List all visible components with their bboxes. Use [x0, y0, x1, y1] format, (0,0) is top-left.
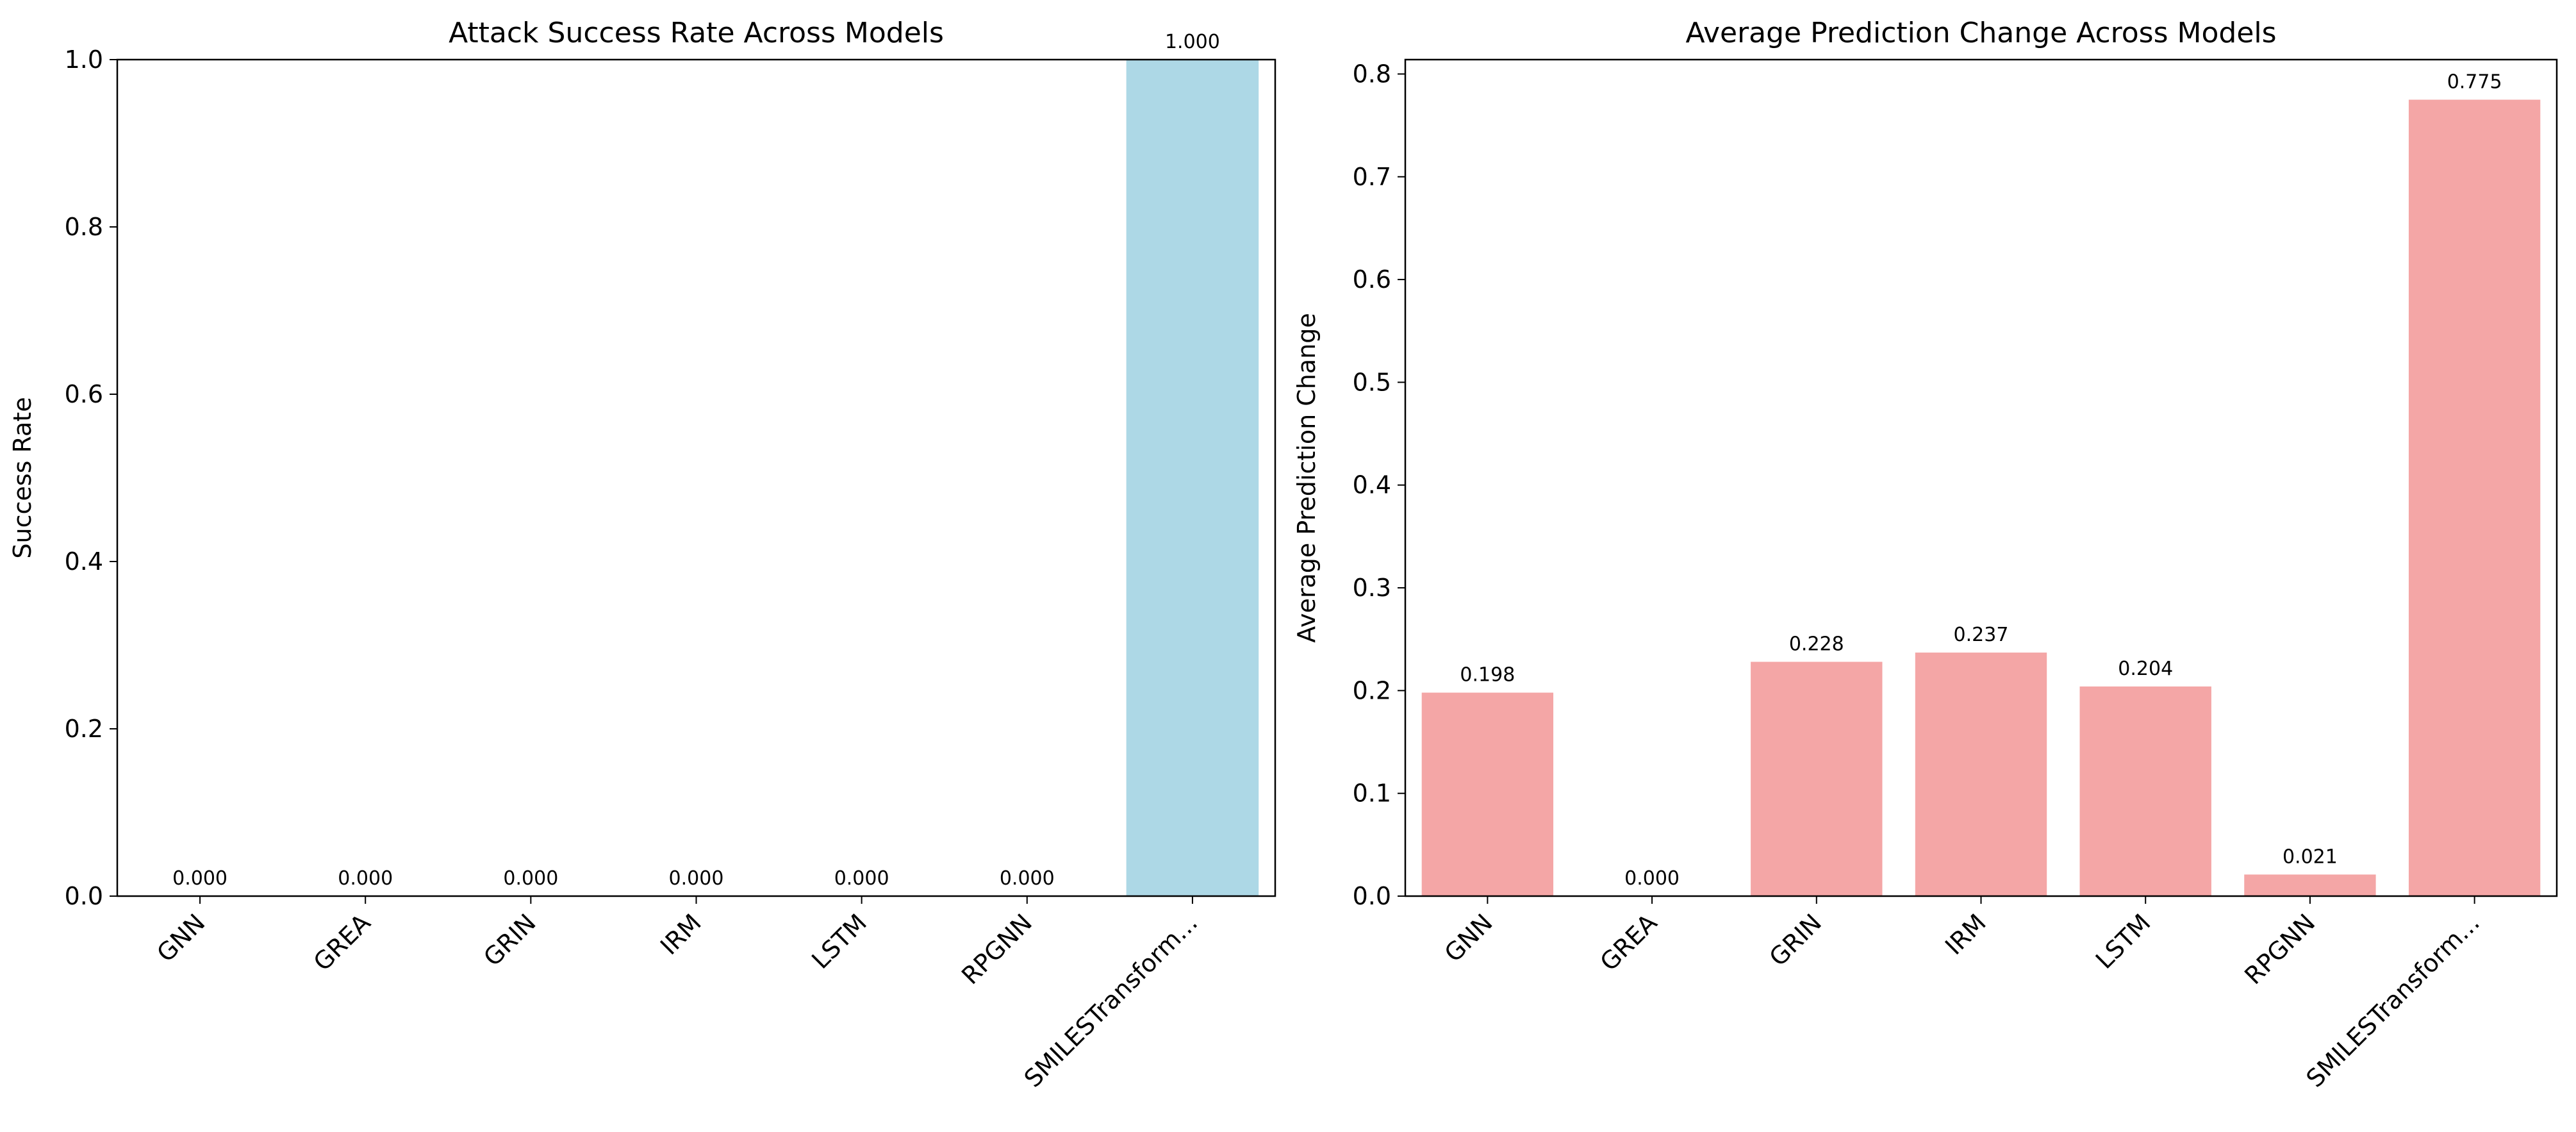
y-tick-label: 0.1: [1353, 779, 1391, 808]
y-tick-label: 0.5: [1353, 368, 1391, 396]
bar-value-label: 0.021: [2283, 845, 2338, 868]
bar-value-label: 0.000: [1000, 867, 1055, 890]
bar-value-label: 0.237: [1954, 624, 2009, 646]
prediction-change-chart: 0.198 GNN 0.000 GREA 0.228 GRIN 0.237 IRM 0.204 L…: [1292, 17, 2558, 1093]
y-tick-label: 0.4: [1353, 471, 1391, 499]
bar-value-label: 1.000: [1165, 31, 1220, 53]
y-axis-label: Success Rate: [8, 397, 37, 558]
x-tick-label: GREA: [308, 908, 376, 976]
y-tick-label: 0.2: [65, 715, 103, 743]
x-tick-label: RPGNN: [2239, 908, 2320, 990]
bar-value-label: 0.000: [172, 867, 227, 890]
x-tick-label: GNN: [1439, 908, 1498, 967]
bar-value-label: 0.000: [834, 867, 889, 890]
y-tick-label: 0.7: [1353, 163, 1391, 191]
success-rate-chart: 0.000 GNN 0.000 GREA 0.000 GRIN 0.000 IRM 0.000 L…: [8, 17, 1276, 1093]
plot-frame: [116, 58, 1276, 897]
y-tick-label: 0.2: [1353, 676, 1391, 704]
x-tick-label: LSTM: [2090, 908, 2156, 974]
x-tick-label: RPGNN: [956, 908, 1037, 990]
x-tick-label: LSTM: [806, 908, 872, 974]
bar-value-label: 0.000: [503, 867, 558, 890]
chart-title: Attack Success Rate Across Models: [449, 17, 944, 49]
x-tick-label: GREA: [1594, 908, 1662, 976]
x-tick-label: SMILESTransform...: [2300, 908, 2485, 1093]
x-tick-label: IRM: [655, 908, 707, 960]
bar-value-label: 0.198: [1460, 664, 1515, 687]
bar-value-label: 0.000: [669, 867, 724, 890]
y-tick-label: 0.0: [1353, 882, 1391, 910]
bar: [1751, 662, 1883, 896]
x-tick-label: GRIN: [1764, 908, 1828, 972]
bar-value-label: 0.000: [1624, 867, 1680, 890]
chart-title: Average Prediction Change Across Models: [1685, 17, 2276, 49]
y-tick-label: 0.8: [1353, 60, 1391, 88]
y-tick-label: 0.0: [65, 882, 103, 910]
x-tick-label: SMILESTransform...: [1019, 908, 1203, 1093]
y-tick-label: 0.6: [1353, 265, 1391, 294]
bar: [1126, 60, 1259, 896]
bar-value-label: 0.228: [1789, 633, 1844, 655]
bar-value-label: 0.000: [338, 867, 393, 890]
bar: [1421, 692, 1554, 896]
bar-value-label: 0.204: [2118, 658, 2173, 680]
bar: [2244, 874, 2376, 896]
y-tick-label: 0.8: [65, 213, 103, 241]
y-tick-label: 0.4: [65, 547, 103, 576]
x-tick-label: GNN: [151, 908, 210, 967]
bar-value-label: 0.775: [2447, 71, 2502, 94]
y-tick-label: 0.3: [1353, 574, 1391, 602]
bar: [2079, 686, 2211, 896]
y-axis-label: Average Prediction Change: [1292, 313, 1321, 642]
x-tick-label: IRM: [1940, 908, 1992, 960]
y-tick-label: 1.0: [65, 46, 103, 74]
bar: [1915, 653, 2047, 896]
y-tick-label: 0.6: [65, 380, 103, 408]
plot-frame: [1404, 58, 2558, 897]
x-tick-label: GRIN: [478, 908, 541, 972]
bar: [2408, 99, 2541, 897]
